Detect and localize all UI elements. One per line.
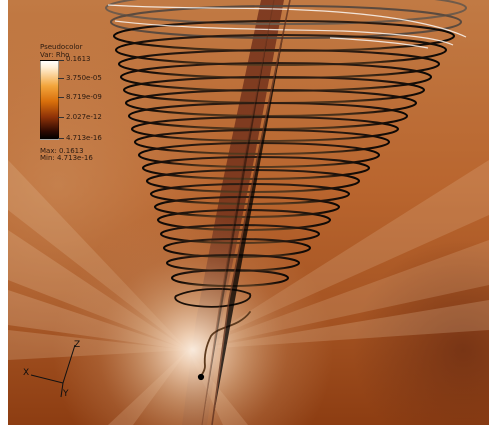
legend-tick-label-1: 0.1613 bbox=[66, 55, 91, 63]
legend-tick-label-4: 2.027e-12 bbox=[66, 113, 102, 121]
legend-tick-label-5: 4.713e-16 bbox=[66, 134, 102, 142]
axis-y-label: Y bbox=[63, 389, 69, 399]
density-volume-render[interactable] bbox=[8, 0, 489, 425]
pseudocolor-legend: Pseudocolor Var: Rho 0.1613 3.750e-05 8.… bbox=[40, 43, 160, 164]
legend-tick-4 bbox=[58, 117, 64, 118]
streamline-highlights bbox=[107, 4, 467, 49]
colorbar bbox=[40, 60, 59, 140]
legend-tick-1 bbox=[58, 60, 64, 61]
legend-min: Min: 4.713e-16 bbox=[40, 154, 93, 162]
legend-title: Pseudocolor bbox=[40, 43, 83, 51]
legend-tick-5 bbox=[58, 138, 64, 139]
legend-max: Max: 0.1613 bbox=[40, 147, 84, 155]
jet-center-streak bbox=[201, 0, 291, 425]
legend-tick-label-2: 3.750e-05 bbox=[66, 74, 102, 82]
legend-variable: Var: Rho bbox=[40, 51, 70, 59]
axis-z-label: Z bbox=[74, 340, 81, 350]
legend-tick-3 bbox=[58, 97, 64, 98]
legend-tick-label-3: 8.719e-09 bbox=[66, 93, 102, 101]
axis-lines bbox=[30, 344, 76, 398]
axis-x-label: X bbox=[23, 368, 30, 378]
legend-tick-2 bbox=[58, 78, 64, 79]
axis-triad: X Z Y bbox=[23, 341, 88, 400]
render-area[interactable]: Pseudocolor Var: Rho 0.1613 3.750e-05 8.… bbox=[8, 0, 489, 425]
